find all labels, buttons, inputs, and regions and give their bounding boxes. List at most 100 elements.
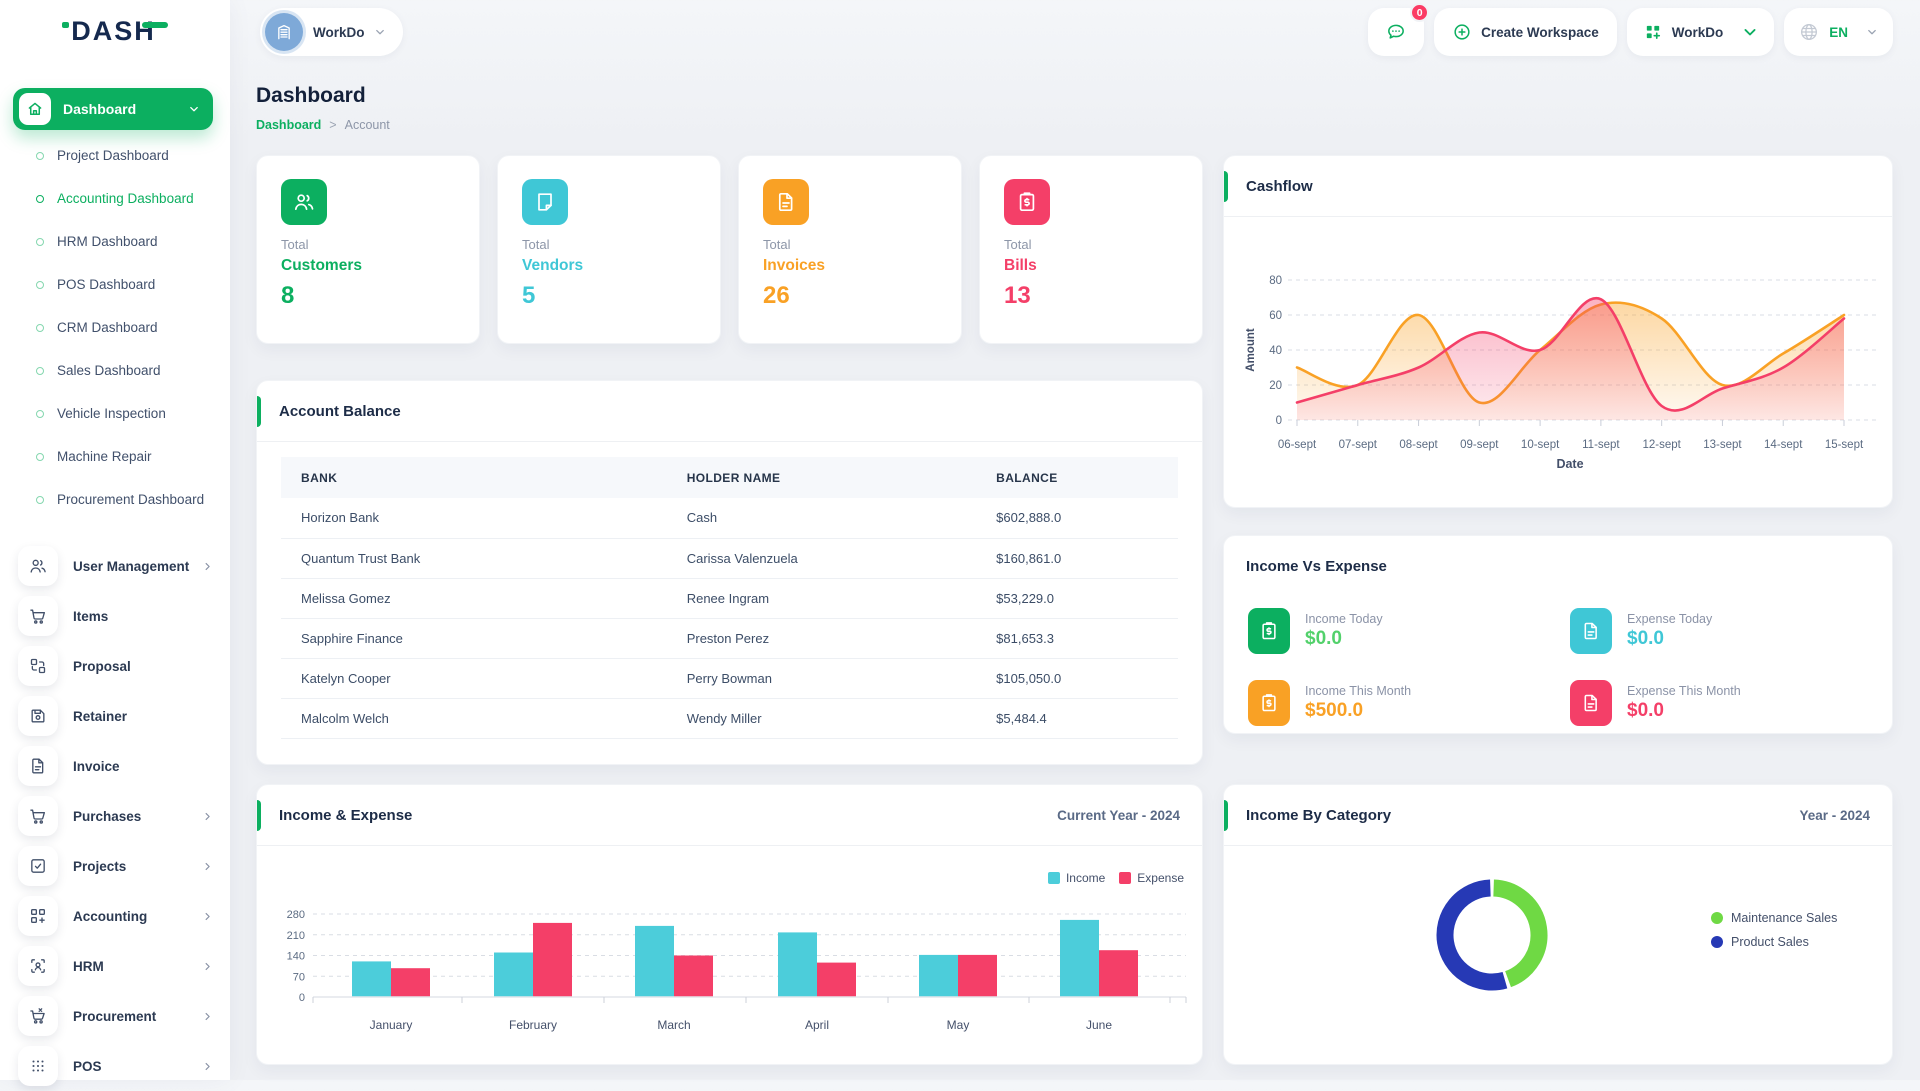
stat-label: Vendors — [522, 257, 584, 274]
hrm-icon — [18, 946, 58, 986]
messages-badge: 0 — [1410, 3, 1430, 22]
sidebar-item-items[interactable]: Items — [0, 591, 230, 641]
account-menu-button[interactable]: WorkDo — [1626, 8, 1775, 56]
sidebar-item-label: Projects — [73, 858, 127, 874]
svg-text:12-sept: 12-sept — [1642, 439, 1681, 451]
sidebar: DASH Dashboard Project Dashboard Accounti… — [0, 0, 230, 1086]
stat-card-vendors: Total Vendors 5 — [497, 155, 721, 344]
language-code: EN — [1829, 24, 1848, 40]
clipdollar-icon — [1248, 608, 1290, 654]
tile-income-today: Income Today $0.0 — [1248, 608, 1546, 654]
sidebar-subitem-label: POS Dashboard — [57, 276, 156, 292]
income-by-category-card: Income By Category Year - 2024 Maintenan… — [1223, 784, 1893, 1065]
legend-swatch — [1047, 872, 1060, 884]
language-selector[interactable]: EN — [1784, 8, 1893, 56]
sidebar-subitem-project-dashboard[interactable]: Project Dashboard — [0, 134, 230, 177]
stat-card-invoices: Total Invoices 26 — [738, 155, 962, 344]
table-cell: Cash — [666, 498, 977, 539]
svg-text:08-sept: 08-sept — [1399, 439, 1438, 451]
table-cell: Wendy Miller — [666, 698, 977, 739]
sidebar-subitem-crm-dashboard[interactable]: CRM Dashboard — [0, 306, 230, 349]
sidebar-item-projects[interactable]: Projects — [0, 841, 230, 891]
tile-value: $0.0 — [1627, 628, 1664, 649]
sidebar-item-accounting[interactable]: Accounting — [0, 891, 230, 941]
sidebar-subitem-vehicle-inspection[interactable]: Vehicle Inspection — [0, 392, 230, 435]
sidebar-subitem-label: CRM Dashboard — [57, 319, 158, 335]
chevron-right-icon — [201, 1060, 214, 1073]
save-icon — [18, 696, 58, 736]
sidebar-subitem-sales-dashboard[interactable]: Sales Dashboard — [0, 349, 230, 392]
tile-label: Income This Month — [1305, 684, 1412, 698]
tile-expense-today: Expense Today $0.0 — [1570, 608, 1868, 654]
sidebar-item-proposal[interactable]: Proposal — [0, 641, 230, 691]
svg-text:20: 20 — [1269, 380, 1282, 392]
messages-button[interactable]: 0 — [1368, 3, 1430, 56]
bullet-icon — [36, 323, 44, 332]
create-workspace-button[interactable]: Create Workspace — [1434, 8, 1617, 56]
brand-logo[interactable]: DASH — [0, 16, 230, 47]
breadcrumb-dashboard-link[interactable]: Dashboard — [256, 118, 322, 132]
sidebar-subitem-procurement-dashboard[interactable]: Procurement Dashboard — [0, 478, 230, 521]
table-row: Melissa Gomez Renee Ingram $53,229.0 — [281, 578, 1178, 619]
svg-text:07-sept: 07-sept — [1339, 439, 1378, 451]
logo-dash — [141, 22, 168, 28]
bullet-icon — [36, 151, 44, 160]
card-accent — [257, 396, 261, 427]
income-vs-expense-tiles: Income Today $0.0 Expense Today $0.0 Income … — [1248, 608, 1868, 726]
card-accent — [1224, 800, 1228, 831]
page-title: Dashboard — [256, 84, 366, 107]
sidebar-item-invoice[interactable]: Invoice — [0, 741, 230, 791]
svg-text:11-sept: 11-sept — [1582, 439, 1620, 451]
chevron-down-icon — [187, 102, 201, 116]
table-cell: $602,888.0 — [976, 498, 1178, 539]
bullet-icon — [36, 452, 44, 461]
table-cell: Sapphire Finance — [281, 618, 667, 659]
svg-text:April: April — [805, 1018, 829, 1032]
income-by-category-chart — [1436, 879, 1548, 991]
home-icon — [19, 93, 51, 125]
tile-value: $0.0 — [1627, 700, 1664, 721]
sidebar-item-retainer[interactable]: Retainer — [0, 691, 230, 741]
table-row: Quantum Trust Bank Carissa Valenzuela $160… — [281, 538, 1178, 579]
sidebar-subitem-label: HRM Dashboard — [57, 233, 158, 249]
sidebar-subitem-machine-repair[interactable]: Machine Repair — [0, 435, 230, 478]
tile-value: $500.0 — [1305, 700, 1364, 721]
sidebar-item-label: Proposal — [73, 658, 131, 674]
sidebar-subitem-label: Vehicle Inspection — [57, 405, 166, 421]
chevron-right-icon — [201, 1010, 214, 1023]
sidebar-subitem-label: Procurement Dashboard — [57, 491, 205, 507]
breadcrumb: Dashboard > Account — [256, 118, 390, 132]
sidebar-item-hrm[interactable]: HRM — [0, 941, 230, 991]
income-vs-expense-card: Income Vs Expense Income Today $0.0 Expens… — [1223, 535, 1893, 734]
legend-item-expense: Expense — [1119, 871, 1184, 885]
svg-text:January: January — [370, 1018, 413, 1032]
table-row: Horizon Bank Cash $602,888.0 — [281, 498, 1178, 539]
sidebar-subitem-hrm-dashboard[interactable]: HRM Dashboard — [0, 220, 230, 263]
sidebar-item-purchases[interactable]: Purchases — [0, 791, 230, 841]
svg-text:40: 40 — [1269, 345, 1282, 357]
table-cell: Renee Ingram — [666, 578, 977, 619]
income-expense-card: Income & Expense Current Year - 2024 Inc… — [256, 784, 1203, 1065]
svg-text:06-sept: 06-sept — [1278, 439, 1317, 451]
workspace-selector[interactable]: WorkDo — [260, 8, 403, 56]
sidebar-item-user-management[interactable]: User Management — [0, 541, 230, 591]
svg-text:210: 210 — [287, 930, 305, 942]
sidebar-subitem-label: Project Dashboard — [57, 147, 169, 163]
sidebar-item-label: Procurement — [73, 1008, 157, 1024]
sidebar-subitem-pos-dashboard[interactable]: POS Dashboard — [0, 263, 230, 306]
sidebar-item-pos[interactable]: POS — [0, 1041, 230, 1091]
stat-value: 5 — [522, 282, 536, 309]
stat-card-customers: Total Customers 8 — [256, 155, 480, 344]
sidebar-item-label: Dashboard — [63, 101, 137, 117]
svg-text:May: May — [947, 1018, 970, 1032]
swap-icon — [18, 646, 58, 686]
bullet-icon — [36, 366, 44, 375]
sidebar-item-procurement[interactable]: Procurement — [0, 991, 230, 1041]
legend-label: Expense — [1137, 871, 1184, 885]
sidebar-item-dashboard[interactable]: Dashboard — [13, 88, 213, 130]
chevron-right-icon — [201, 860, 214, 873]
stat-label: Invoices — [763, 257, 826, 274]
tile-label: Income Today — [1305, 612, 1383, 626]
sidebar-subitem-accounting-dashboard[interactable]: Accounting Dashboard — [0, 177, 230, 220]
tile-income-this-month: Income This Month $500.0 — [1248, 680, 1546, 726]
